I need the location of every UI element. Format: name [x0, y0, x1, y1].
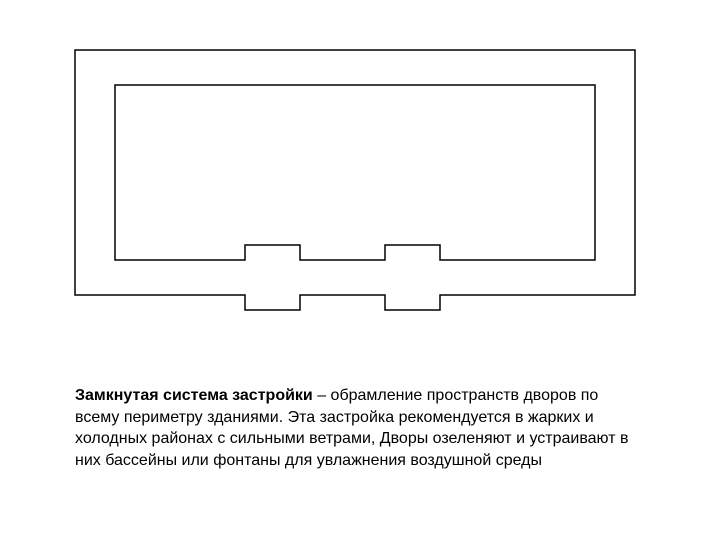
floorplan-svg	[70, 45, 640, 325]
closed-building-system-diagram	[70, 45, 640, 325]
term-title: Замкнутая система застройки	[75, 387, 313, 404]
description-paragraph: Замкнутая система застройки – обрамление…	[75, 385, 640, 471]
